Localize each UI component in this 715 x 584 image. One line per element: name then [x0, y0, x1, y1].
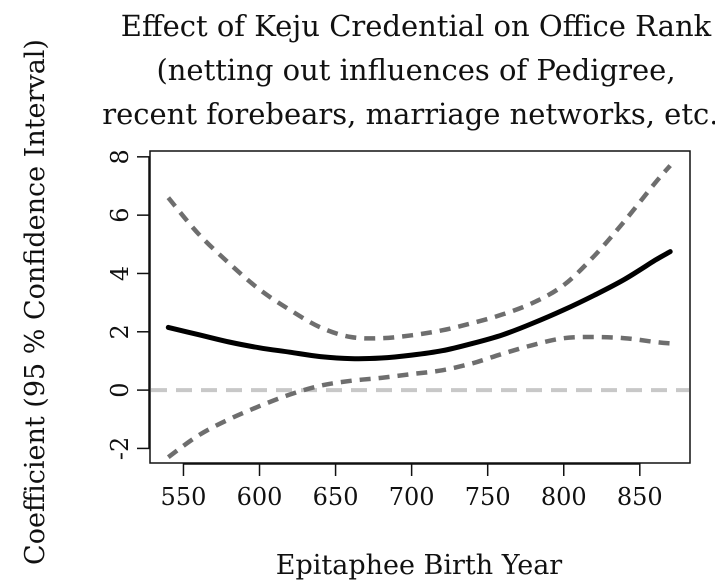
x-tick-label-550: 550 — [161, 483, 207, 511]
y-tick-label-4: 4 — [106, 266, 134, 281]
x-tick-label-650: 650 — [313, 483, 359, 511]
y-tick-label-8: 8 — [106, 149, 134, 164]
x-axis-label: Epitaphee Birth Year — [276, 550, 563, 581]
lower-bound-line — [166, 334, 671, 460]
chart-title-line-3: recent forebears, marriage networks, etc… — [102, 97, 715, 131]
chart-title-line-1: Effect of Keju Credential on Office Rank — [121, 9, 712, 43]
x-tick-label-600: 600 — [237, 483, 283, 511]
chart-title: Effect of Keju Credential on Office Rank… — [102, 9, 715, 131]
x-axis: 550 600 650 700 750 800 850 — [161, 463, 663, 511]
y-tick-label-0: 0 — [106, 382, 134, 397]
x-tick-label-750: 750 — [465, 483, 511, 511]
chart-title-line-2: (netting out influences of Pedigree, — [156, 53, 675, 87]
upper-bound-line — [166, 164, 672, 341]
y-axis: -2 0 2 4 6 8 — [106, 149, 150, 460]
y-tick-label-2: 2 — [106, 324, 134, 339]
y-tick-label-6: 6 — [106, 207, 134, 222]
series-layer — [165, 164, 673, 460]
x-tick-label-850: 850 — [617, 483, 663, 511]
x-tick-label-700: 700 — [389, 483, 435, 511]
estimate-line — [165, 249, 673, 362]
x-tick-label-800: 800 — [541, 483, 587, 511]
y-axis-label: Coefficient (95 % Confidence Interval) — [20, 39, 51, 565]
plot-area-frame — [149, 150, 691, 464]
y-tick-label--2: -2 — [106, 437, 134, 460]
